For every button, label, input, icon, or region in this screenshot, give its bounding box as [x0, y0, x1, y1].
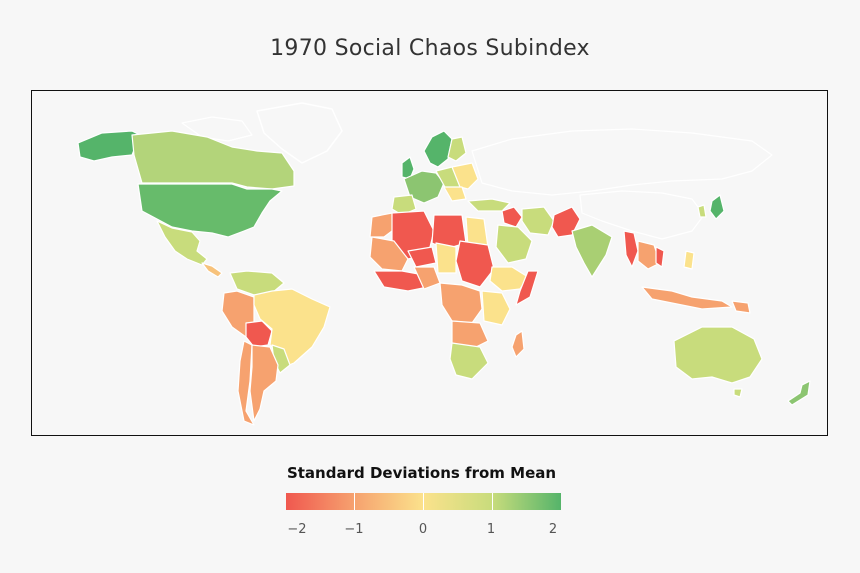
region-chile[interactable] [237, 340, 255, 426]
region-east-africa[interactable] [481, 290, 511, 326]
legend-tick-mark [423, 493, 424, 510]
region-argentina[interactable] [249, 344, 279, 422]
region-australia[interactable] [673, 326, 763, 384]
region-indonesia[interactable] [641, 286, 733, 310]
region-iran[interactable] [521, 206, 555, 236]
region-philippines[interactable] [683, 250, 695, 270]
region-scandinavia[interactable] [423, 130, 453, 168]
region-greenland [256, 102, 343, 164]
region-niger[interactable] [407, 246, 437, 268]
region-somalia[interactable] [515, 270, 539, 306]
region-burma[interactable] [623, 230, 639, 268]
region-korea[interactable] [697, 204, 707, 218]
legend-label-minus-2: −2 [287, 522, 307, 537]
region-madagascar[interactable] [511, 330, 525, 358]
legend-label-plus-1: 1 [486, 522, 496, 537]
region-vietnam[interactable] [655, 246, 665, 268]
region-japan[interactable] [709, 194, 725, 220]
region-central-africa[interactable] [439, 282, 483, 324]
region-usa[interactable] [137, 183, 283, 238]
region-chad[interactable] [435, 242, 457, 274]
legend-tick-mark [492, 493, 493, 510]
map-title: 1970 Social Chaos Subindex [270, 36, 590, 61]
region-balkans[interactable] [443, 186, 467, 202]
region-china [579, 190, 705, 240]
region-russia [471, 128, 773, 196]
region-canada[interactable] [131, 130, 295, 190]
region-angola-zambia[interactable] [451, 320, 489, 350]
region-thailand-indochina[interactable] [637, 240, 661, 270]
region-central-america[interactable] [201, 262, 223, 278]
legend-color-scale [286, 493, 561, 510]
region-eastern-europe[interactable] [451, 162, 479, 190]
region-alaska[interactable] [77, 130, 141, 162]
legend-title: Standard Deviations from Mean [286, 464, 557, 482]
region-tasmania[interactable] [733, 388, 743, 398]
legend-label-minus-1: −1 [344, 522, 364, 537]
legend-tick-mark [354, 493, 355, 510]
region-saudi-arabia[interactable] [495, 224, 533, 264]
legend-label-zero: 0 [418, 522, 428, 537]
region-southern-africa[interactable] [449, 342, 489, 380]
world-map-svg [77, 102, 811, 426]
legend-label-plus-2: 2 [548, 522, 558, 537]
region-mexico[interactable] [156, 220, 208, 266]
region-afghanistan-pakistan[interactable] [551, 206, 581, 238]
world-choropleth-map [31, 90, 828, 436]
region-india[interactable] [571, 224, 613, 278]
region-colombia-venezuela[interactable] [229, 270, 285, 296]
region-libya[interactable] [431, 214, 467, 250]
region-sudan[interactable] [455, 240, 495, 288]
region-iraq[interactable] [501, 206, 523, 228]
region-ethiopia-somalia[interactable] [489, 266, 529, 292]
region-new-zealand[interactable] [787, 380, 811, 406]
region-turkey[interactable] [467, 198, 511, 212]
region-uk-ireland[interactable] [401, 156, 415, 180]
region-finland[interactable] [447, 136, 467, 162]
region-papua-new-guinea[interactable] [731, 300, 751, 314]
